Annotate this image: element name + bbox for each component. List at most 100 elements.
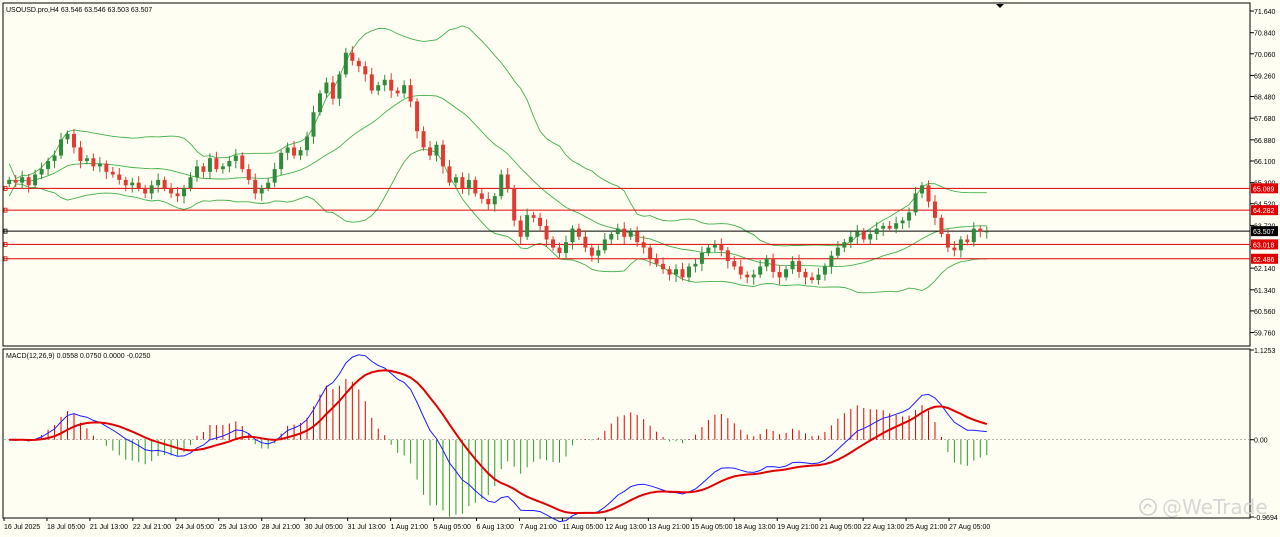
candle-bull [907,212,912,221]
price-tick-label: 67.680 [1254,116,1276,123]
candle-bull [156,179,161,186]
candle-bull [233,155,238,161]
candle-bear [428,147,433,156]
level-handle-icon[interactable] [3,207,8,213]
candle-bull [227,160,232,167]
candle-bull [835,247,840,256]
candle-bull [492,196,497,205]
candle-bull [453,177,458,183]
candle-bear [395,90,400,94]
candle-bull [570,228,575,243]
candle-bear [576,228,581,237]
candle-bear [201,166,206,172]
candle-bull [693,263,698,267]
candle-bear [447,166,452,183]
candle-bear [583,236,588,248]
candle-bull [298,150,303,156]
candle-bull [311,112,316,137]
level-price-tag [1251,226,1278,237]
level-price-tag [1251,205,1278,216]
candle-bear [952,247,957,251]
candle-bull [376,85,381,91]
bollinger-middle [9,94,987,267]
candle-bull [259,188,264,194]
candle-bear [389,79,394,91]
candle-bull [790,261,795,270]
candle-bear [667,269,672,275]
candle-bull [842,242,847,248]
candle-bear [797,261,802,272]
level-handle-icon[interactable] [3,241,8,247]
candle-bull [337,74,342,99]
time-tick-label: 25 Jul 13:00 [219,524,257,531]
level-handle-icon[interactable] [3,256,8,262]
time-tick-label: 22 Aug 13:00 [863,524,904,531]
price-pane-frame [2,2,1251,347]
macd-line [9,354,987,523]
candle-bull [466,179,471,189]
candle-bear [369,74,374,91]
candle-bull [894,223,899,229]
candle-bear [809,277,814,281]
candle-bear [330,82,335,99]
time-tick-label: 7 Aug 21:00 [519,524,556,531]
candle-bull [615,228,620,235]
level-handle-icon[interactable] [3,228,8,234]
macd-header: MACD(12,26,9) 0.0558 0.0750 0.0000 -0.02… [6,353,150,360]
macd-tick-label: 1.1253 [1254,348,1276,355]
candle-bull [822,266,827,275]
candle-bear [622,228,627,237]
candle-bear [965,239,970,243]
candle-bull [848,236,853,243]
candle-bear [732,261,737,267]
candle-bear [648,247,653,259]
candle-bull [868,234,873,240]
price-tick-label: 60.560 [1254,309,1276,316]
candle-bull [609,234,614,240]
candle-bull [207,158,212,172]
candle-bear [175,193,180,197]
candle-bull [65,133,70,140]
candle-bear [460,177,465,189]
candle-bull [39,169,44,175]
candle-bull [971,228,976,243]
candle-bull [874,228,879,235]
candle-bear [246,169,251,180]
candle-bear [473,179,478,194]
shift-marker-icon[interactable] [996,4,1004,8]
time-tick-label: 21 Jul 13:00 [90,524,128,531]
candle-bear [641,242,646,248]
candle-bear [680,269,685,278]
macd-signal-line [9,369,988,514]
candle-bear [745,274,750,278]
candle-bear [551,239,556,248]
candle-bear [136,182,141,189]
candle-bull [499,174,504,197]
candle-bull [706,247,711,253]
time-tick-label: 13 Aug 21:00 [648,524,689,531]
time-tick-label: 27 Aug 05:00 [949,524,990,531]
candle-bear [123,179,128,186]
candle-bull [758,266,763,275]
price-tick-label: 66.880 [1254,138,1276,145]
candle-bear [544,225,549,240]
candle-bull [751,274,756,278]
candle-bull [596,250,601,256]
level-handle-icon[interactable] [3,185,8,191]
level-price-tag [1251,183,1278,194]
bollinger-lower [8,148,987,294]
candle-bull [563,242,568,253]
level-price-tag [1251,253,1278,264]
candle-bear [363,66,368,75]
macd-pane-frame [2,348,1251,519]
candle-bear [415,101,420,132]
price-tick-label: 69.260 [1254,73,1276,80]
time-tick-label: 11 Aug 05:00 [562,524,603,531]
candle-bear [26,177,31,186]
candle-bull [984,231,989,233]
time-tick-label: 31 Jul 13:00 [348,524,386,531]
time-tick-label: 1 Aug 21:00 [391,524,428,531]
